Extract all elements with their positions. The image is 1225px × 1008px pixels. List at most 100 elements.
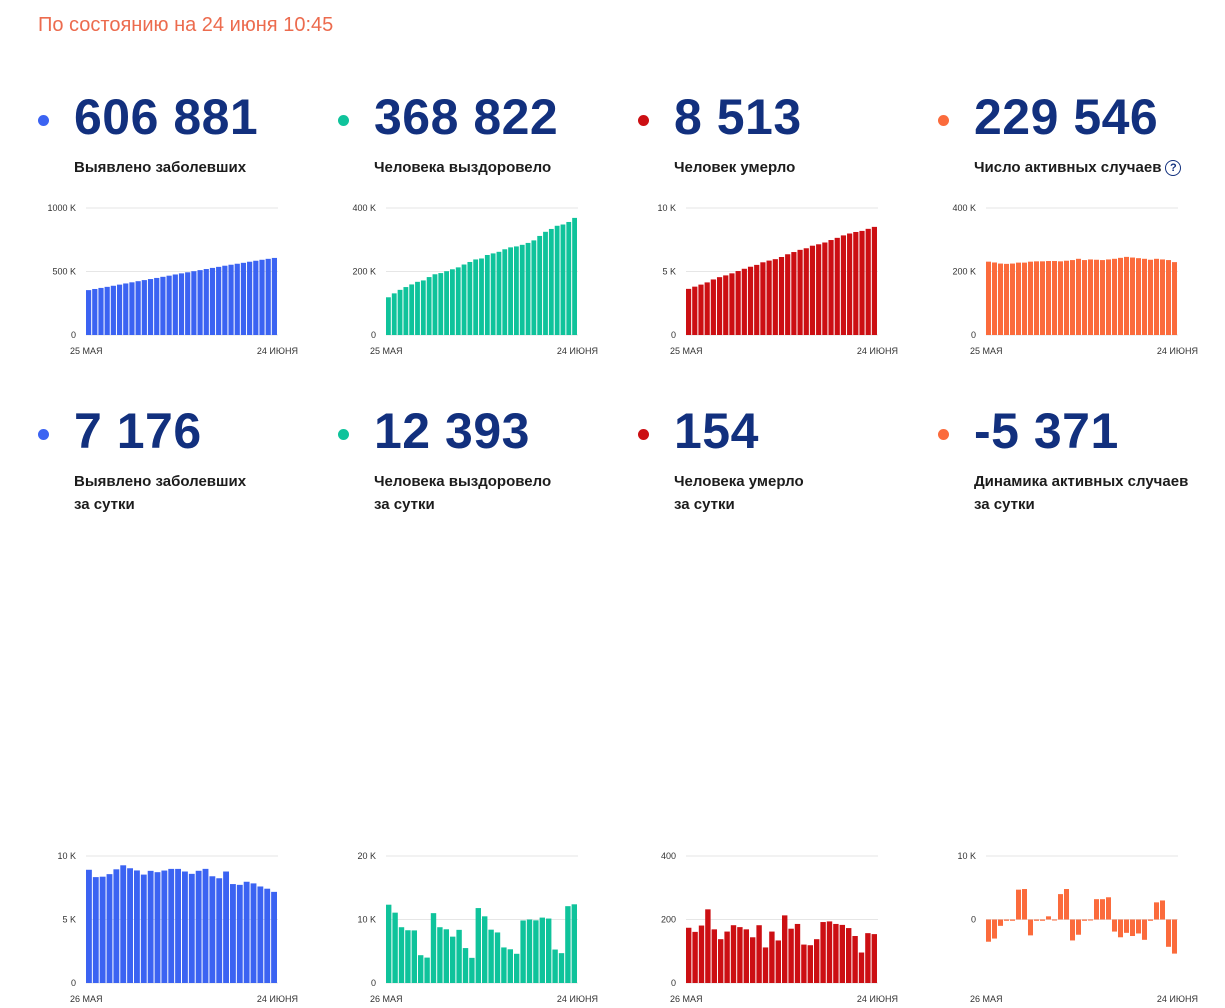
stat-label: Человека умерло за сутки [674,470,804,516]
bar [134,870,140,983]
series-dot [338,115,349,126]
bar [473,259,479,335]
bar [565,906,571,983]
bar [1076,258,1081,335]
bar [698,284,704,335]
stat-label: Число активных случаев? [974,156,1182,179]
bar [797,249,803,335]
bar [520,920,526,983]
bar [840,235,847,335]
status-timestamp: По состоянию на 24 июня 10:45 [38,14,334,36]
bar [147,870,154,983]
bar [479,258,484,335]
bar [704,282,710,335]
bar [127,868,133,983]
bar [548,228,554,335]
bar [113,869,120,983]
bar [531,240,537,335]
bar [222,265,228,335]
bar [234,263,240,335]
bar [539,917,545,983]
bar [543,231,548,335]
bar [191,271,197,335]
bar [1004,919,1009,921]
bar [175,868,181,983]
y-tick-label: 10 K [657,203,676,213]
y-tick-label: 0 [371,330,376,340]
bar [1094,899,1099,920]
y-tick-label: 400 [661,851,676,861]
bar [711,929,717,983]
bar [116,284,123,335]
y-tick-label: 5 K [662,267,676,277]
bar-chart: 0 500 K 1000 K 25 МАЯ 24 ИЮНЯ [47,203,298,356]
bar [161,870,168,983]
bar [240,262,247,335]
bar [741,268,747,335]
bar [1040,261,1045,335]
bar [1046,261,1051,335]
bar [692,931,698,983]
stat-label-line1: Человек умерло [674,159,796,176]
x-end-label: 24 ИЮНЯ [857,994,898,1004]
bar [1022,262,1027,335]
bar [203,269,209,335]
bar [571,904,577,983]
y-tick-label: 0 [671,330,676,340]
bar [154,872,161,983]
stat-label: Выявлено заболевших за сутки [74,470,246,516]
stat-value: 12 393 [374,403,530,459]
stat-label-line1: Человека умерло [674,473,804,490]
bar [724,931,730,983]
bar [386,904,392,983]
bar [507,949,513,983]
bar [405,930,411,983]
bar [185,272,191,335]
bar-chart: 0 200 400 26 МАЯ 24 ИЮНЯ [661,851,898,1004]
bar [1010,263,1015,335]
bar [1028,919,1033,936]
help-icon[interactable]: ? [1165,160,1182,176]
bar [243,881,250,983]
x-start-label: 26 МАЯ [370,994,403,1004]
bar [992,262,997,335]
bar [839,924,845,983]
bar [98,287,104,335]
bar [828,240,834,335]
bar [1082,919,1087,921]
bar [558,953,565,983]
stat-value: 229 546 [974,89,1159,145]
bar [398,927,405,983]
stat-label: Человека выздоровело за сутки [374,470,551,516]
bar [1154,258,1159,335]
bar [202,868,209,983]
bar [853,231,859,335]
bar [92,288,98,335]
x-end-label: 24 ИЮНЯ [557,346,598,356]
bar [223,871,229,983]
bar [525,242,531,335]
bar [560,224,566,335]
bar [438,273,444,335]
bar [698,925,705,983]
bar [785,254,791,335]
bar [450,936,456,983]
bar [514,953,520,983]
stat-label-line2: за сутки [674,496,735,513]
bar [686,288,692,335]
bar [791,252,797,335]
bar [986,919,991,942]
bar [1124,919,1129,933]
bar [737,927,743,983]
bar [195,870,202,983]
series-dot [638,429,649,440]
bar [747,266,754,335]
bar [271,891,277,983]
stat-label-line2: за сутки [374,496,435,513]
bar [386,297,391,335]
y-tick-label: 0 [971,915,976,925]
bar [1142,919,1147,940]
bar [807,945,813,983]
bar [1070,919,1075,941]
bar [519,244,525,335]
